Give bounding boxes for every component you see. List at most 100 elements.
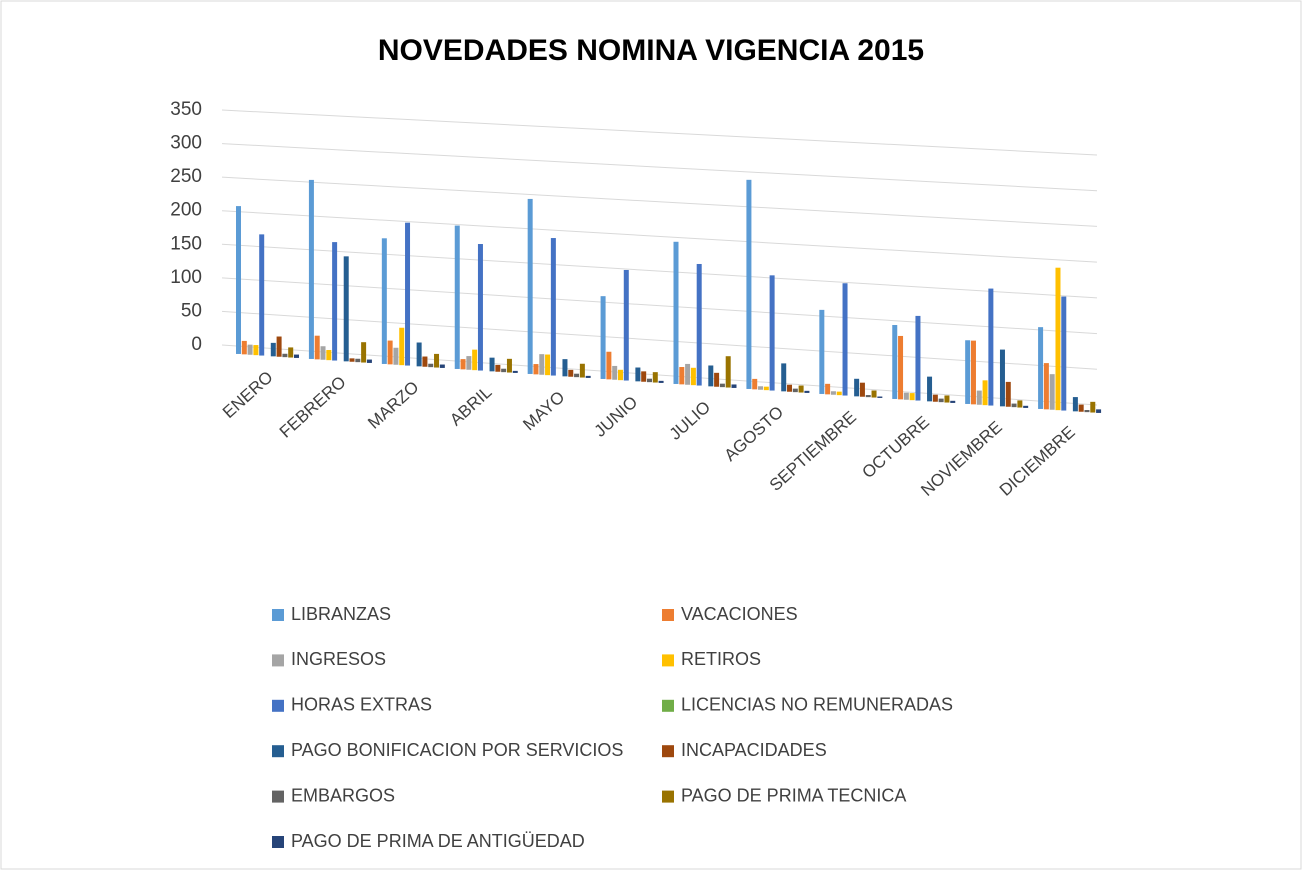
bar [842, 283, 848, 396]
bar [612, 365, 618, 380]
legend-label: VACACIONES [681, 604, 798, 624]
grid-line [221, 277, 1098, 335]
bar [495, 364, 501, 372]
bar [606, 351, 612, 380]
bar [877, 396, 883, 398]
bar [915, 315, 921, 401]
bar [641, 371, 647, 382]
grid-line [221, 243, 1098, 299]
bar [253, 345, 259, 356]
legend-swatch [662, 699, 674, 712]
bar [819, 309, 825, 394]
bar [658, 380, 664, 383]
bar [970, 340, 976, 405]
legend-swatch [662, 654, 674, 667]
bar [787, 384, 793, 392]
bar [909, 393, 915, 401]
bar [769, 275, 775, 391]
grid-line [221, 310, 1098, 370]
bar [798, 385, 804, 393]
y-tick-label: 350 [170, 99, 202, 120]
bar [836, 391, 842, 396]
bar [1078, 404, 1084, 412]
bar [763, 386, 769, 391]
y-tick-label: 0 [191, 334, 202, 355]
legend-label: PAGO DE PRIMA DE ANTIGÜEDAD [291, 831, 585, 851]
bar [439, 364, 445, 368]
legend-label: PAGO DE PRIMA TECNICA [681, 785, 906, 805]
bar [982, 380, 988, 406]
bar [349, 358, 355, 362]
bar [696, 263, 702, 386]
legend-label: INCAPACIDADES [681, 740, 827, 760]
y-tick-label: 100 [170, 267, 202, 288]
bar [950, 400, 956, 403]
bar [988, 288, 994, 406]
bar [865, 395, 871, 398]
bar [938, 398, 944, 403]
bar [512, 370, 518, 373]
bar [574, 373, 580, 378]
bar [830, 391, 836, 395]
legend-label: LIBRANZAS [291, 604, 391, 624]
bar [545, 354, 551, 376]
bar [965, 340, 971, 404]
bar [617, 369, 623, 381]
bar [932, 394, 938, 402]
bar [792, 388, 798, 393]
bar [294, 354, 299, 358]
bar [562, 359, 568, 377]
legend-swatch [272, 654, 284, 667]
bar [1011, 403, 1017, 408]
bar [804, 390, 810, 393]
bar [892, 325, 898, 399]
bar [320, 346, 326, 360]
bar [355, 358, 361, 363]
bar [1038, 327, 1044, 409]
grid-line [221, 143, 1098, 192]
bar [752, 378, 758, 390]
bar [270, 342, 276, 357]
bar [276, 336, 282, 357]
bar [871, 390, 877, 398]
bar [1043, 363, 1049, 410]
bar [288, 347, 294, 358]
legend-swatch [662, 609, 674, 621]
bar [1072, 397, 1078, 412]
bar [332, 242, 338, 361]
legend-swatch [272, 836, 284, 848]
bar [466, 356, 472, 370]
bar [758, 386, 764, 390]
legend-swatch [272, 745, 284, 758]
bar [903, 392, 909, 400]
legend-label: PAGO BONIFICACION POR SERVICIOS [291, 740, 623, 760]
bar [1005, 381, 1011, 407]
bar [746, 179, 752, 389]
bar [399, 327, 405, 366]
legend-swatch [272, 699, 284, 712]
bar [308, 179, 314, 359]
bar [527, 198, 533, 374]
legend-label: RETIROS [681, 649, 761, 669]
bar [714, 372, 720, 387]
grid-line [221, 210, 1098, 263]
bar [623, 269, 629, 381]
bar [1096, 409, 1102, 413]
bar [725, 356, 731, 388]
bar [1017, 400, 1023, 408]
bar [1061, 296, 1067, 411]
bar [454, 225, 460, 369]
bar [673, 241, 679, 384]
bar [550, 238, 556, 376]
y-tick-label: 250 [170, 166, 202, 187]
bar [1090, 401, 1096, 413]
bar [927, 376, 933, 402]
y-tick-label: 50 [181, 300, 202, 321]
bar [428, 363, 434, 368]
chart-title: NOVEDADES NOMINA VIGENCIA 2015 [378, 34, 924, 67]
bar [241, 340, 247, 355]
bar [387, 340, 393, 365]
bar [679, 367, 685, 385]
bar [859, 382, 865, 397]
